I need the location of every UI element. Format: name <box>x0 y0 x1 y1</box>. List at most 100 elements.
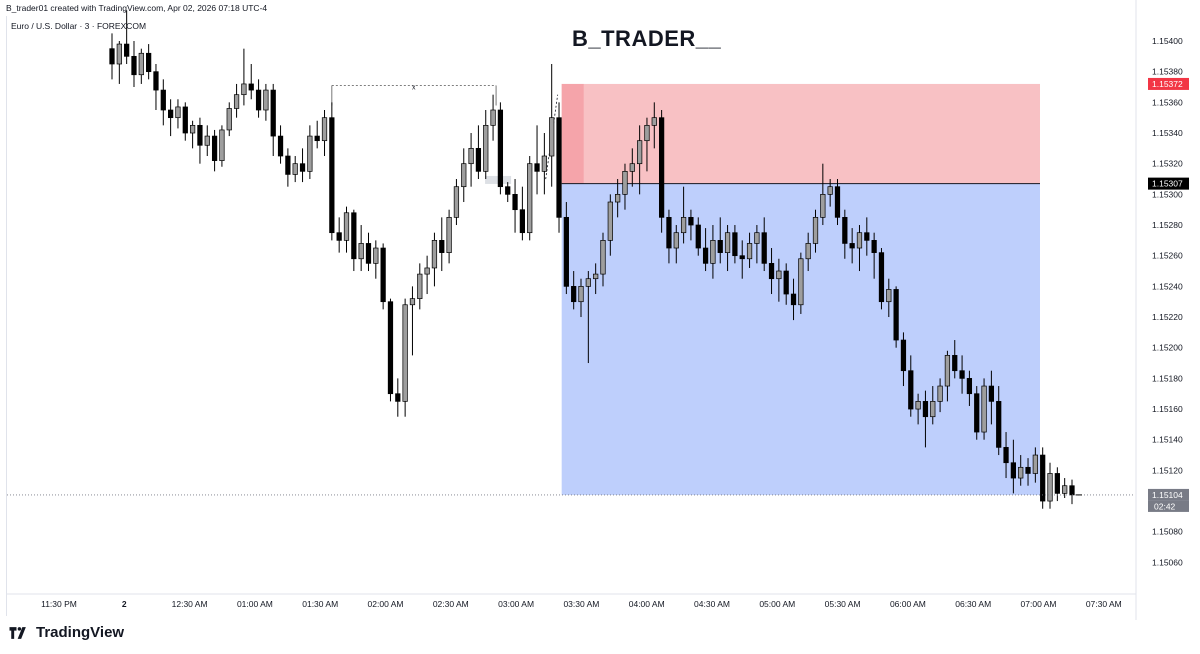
candle-body <box>277 135 284 157</box>
symbol-legend[interactable]: Euro / U.S. Dollar · 3 · FOREXCOM <box>11 21 147 31</box>
candle-body <box>527 163 533 234</box>
candle-body <box>893 289 899 341</box>
take-profit-zone <box>561 183 1040 495</box>
stop-price-label-box <box>1148 77 1189 90</box>
candle-body <box>431 240 438 269</box>
candle-body <box>754 232 760 244</box>
candle-body <box>211 135 218 161</box>
candle-body <box>248 83 254 91</box>
candle-body <box>490 109 496 126</box>
candle-body <box>688 217 694 226</box>
candle-body <box>776 270 782 280</box>
time-tick-label: 05:30 AM <box>825 599 861 609</box>
candle-body <box>453 186 460 218</box>
candle-body <box>952 355 958 372</box>
candle-body <box>475 147 482 172</box>
candle-body <box>783 270 789 295</box>
candle-body <box>1054 473 1060 494</box>
price-tick-label: 1.15060 <box>1152 557 1183 567</box>
candle-body <box>607 201 613 241</box>
candle-body <box>717 240 723 253</box>
candle-body <box>842 217 848 244</box>
candle-body <box>966 378 973 395</box>
last-price-label-box <box>1148 488 1189 501</box>
candle-body <box>1069 485 1075 496</box>
candle-body <box>263 89 269 111</box>
price-tick-label: 1.15380 <box>1152 67 1183 77</box>
chart-credit: B_trader01 created with TradingView.com,… <box>6 3 268 13</box>
time-tick-label: 12:30 AM <box>172 599 208 609</box>
candles <box>109 10 1075 509</box>
candle-body <box>600 240 606 275</box>
time-tick-label: 06:30 AM <box>955 599 991 609</box>
candle-body <box>439 240 445 253</box>
entry-price-label-box <box>1148 177 1189 190</box>
price-tick-label: 1.15280 <box>1152 220 1183 230</box>
candle-body <box>732 232 738 257</box>
candle-body <box>856 232 863 249</box>
candle-body <box>1003 447 1009 464</box>
candle-body <box>131 55 137 76</box>
candle-body <box>1018 466 1024 479</box>
stop-loss-zone <box>561 83 1040 184</box>
candle-body <box>461 163 467 188</box>
candle-body <box>314 135 320 142</box>
candle-body <box>988 385 995 402</box>
time-axis: 11:30 PM 2 12:30 AM 01:00 AM 01:30 AM 02:00 A… <box>7 593 1136 609</box>
candle-body <box>915 401 921 410</box>
price-tick-label: 1.15320 <box>1152 159 1183 169</box>
candle-body <box>622 171 628 195</box>
price-tick-label: 1.15240 <box>1152 281 1183 291</box>
candle-body <box>175 106 181 119</box>
candle-body <box>849 243 855 249</box>
candle-body <box>959 370 965 379</box>
price-tick-label: 1.15340 <box>1152 128 1183 138</box>
candle-body <box>182 106 188 134</box>
candle-body <box>571 286 577 303</box>
candle-body <box>146 52 152 73</box>
range-measure-label: x <box>412 84 416 91</box>
tradingview-brand[interactable]: TradingView <box>9 624 124 641</box>
candle-body <box>549 117 555 157</box>
price-tick-label: 1.15200 <box>1152 343 1183 353</box>
candle-body <box>944 355 951 387</box>
candle-body <box>468 147 474 165</box>
candle-body <box>329 117 335 234</box>
candle-body <box>629 163 635 172</box>
candle-body <box>798 258 804 306</box>
candle-body <box>871 240 877 253</box>
candle-body <box>505 186 511 195</box>
candle-body <box>380 247 386 303</box>
entry-candle-highlight <box>561 83 584 184</box>
tradingview-logo-icon <box>9 626 26 639</box>
time-tick-label: 07:00 AM <box>1021 599 1057 609</box>
candle-body <box>930 401 936 418</box>
candle-body <box>724 232 731 253</box>
candle-body <box>1062 485 1068 494</box>
candle-body <box>226 108 232 131</box>
candle-body <box>1025 466 1031 474</box>
candle-body <box>658 117 665 218</box>
candle-body <box>358 243 364 260</box>
time-tick-label: 04:30 AM <box>694 599 730 609</box>
candle-body <box>790 293 797 306</box>
candle-body <box>922 401 929 418</box>
candle-body <box>768 263 775 280</box>
range-measure: x <box>331 84 559 184</box>
price-tick-label: 1.15080 <box>1152 527 1183 537</box>
candle-body <box>270 89 276 137</box>
price-tick-label: 1.15220 <box>1152 312 1183 322</box>
price-tick-label: 1.15360 <box>1152 97 1183 107</box>
candle-body <box>307 135 313 172</box>
candle-body <box>285 155 291 175</box>
candle-body <box>805 243 811 260</box>
time-tick-label: 2 <box>122 599 127 609</box>
price-tick-label: 1.15140 <box>1152 435 1183 445</box>
candle-body <box>563 217 569 287</box>
candle-body <box>138 52 144 76</box>
chart-title: B_TRADER__ <box>572 26 722 51</box>
candle-body <box>483 124 489 172</box>
candle-body <box>585 278 591 287</box>
candle-body <box>878 252 885 303</box>
